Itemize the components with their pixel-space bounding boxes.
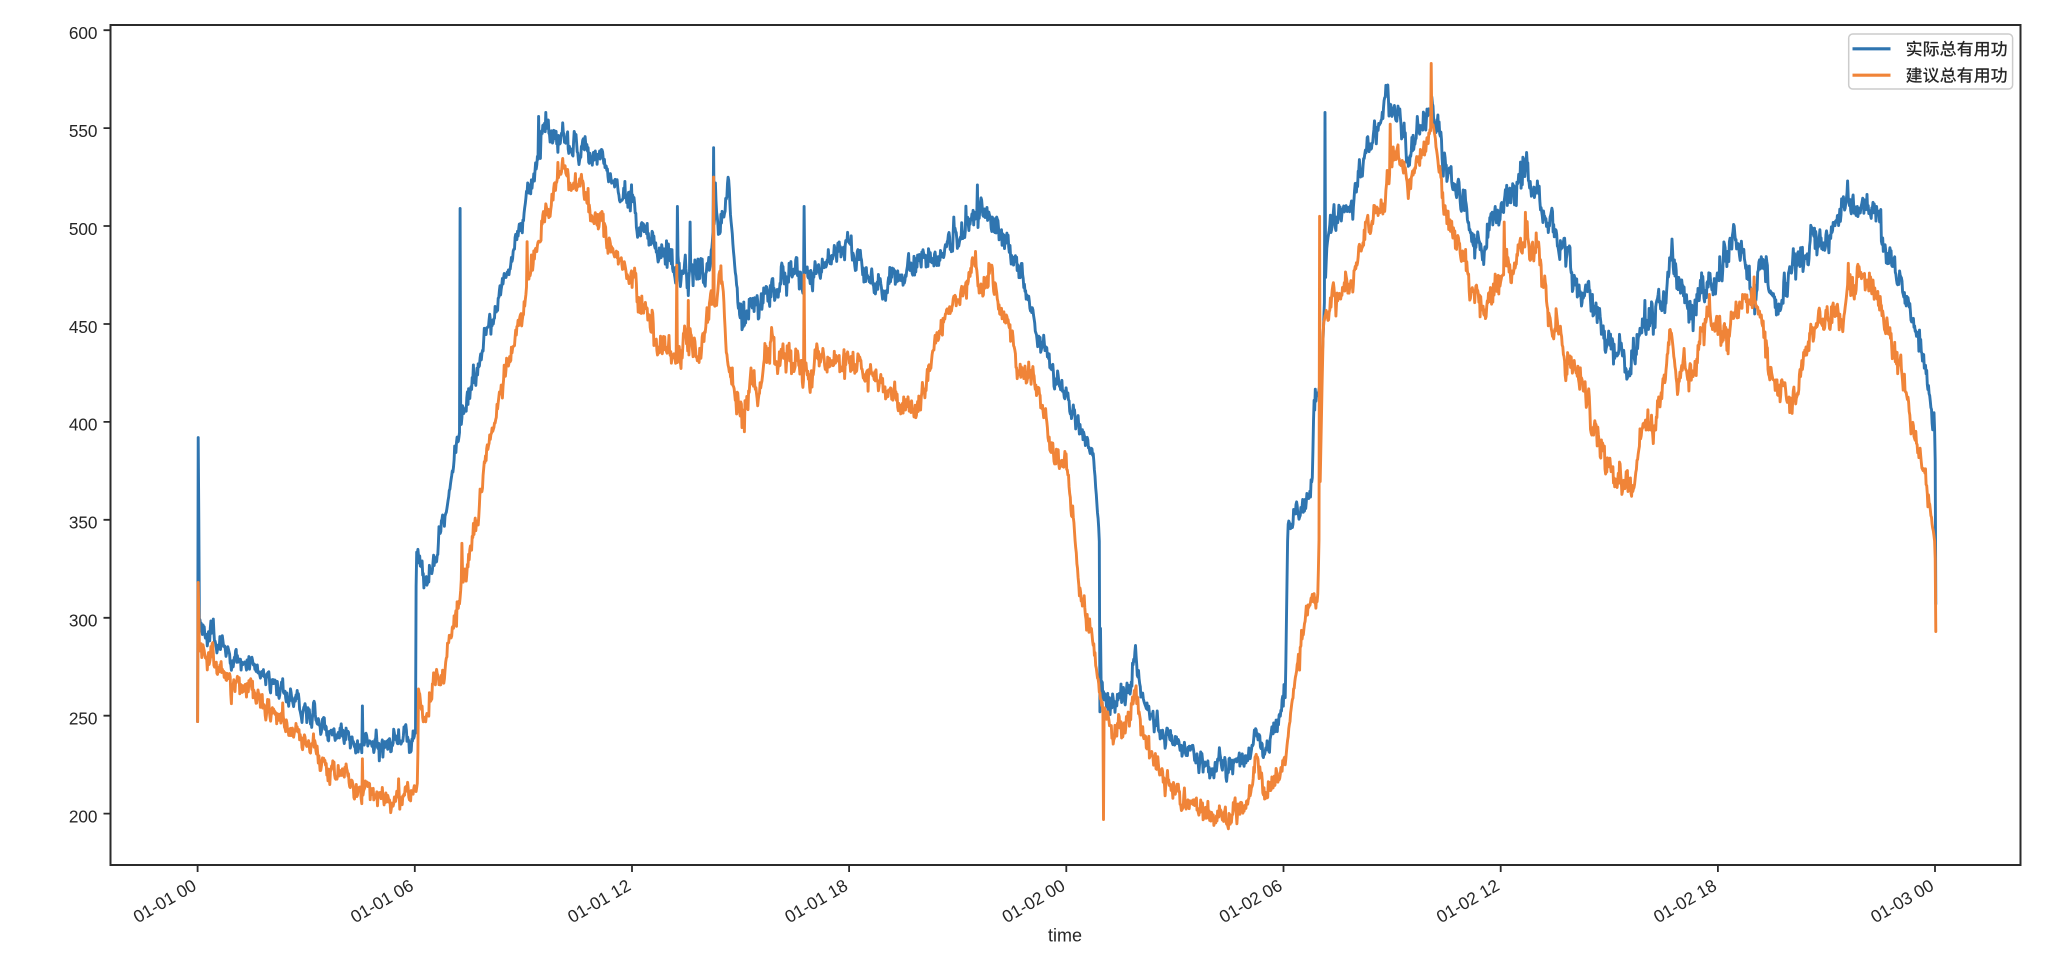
svg-text:300: 300 [69,611,98,631]
svg-text:450: 450 [69,317,98,337]
svg-text:500: 500 [69,219,98,239]
svg-text:550: 550 [69,121,98,141]
svg-text:time: time [1048,926,1082,946]
svg-text:250: 250 [69,709,98,729]
svg-text:400: 400 [69,415,98,435]
svg-text:350: 350 [69,513,98,533]
svg-text:600: 600 [69,23,98,43]
svg-text:200: 200 [69,806,98,826]
